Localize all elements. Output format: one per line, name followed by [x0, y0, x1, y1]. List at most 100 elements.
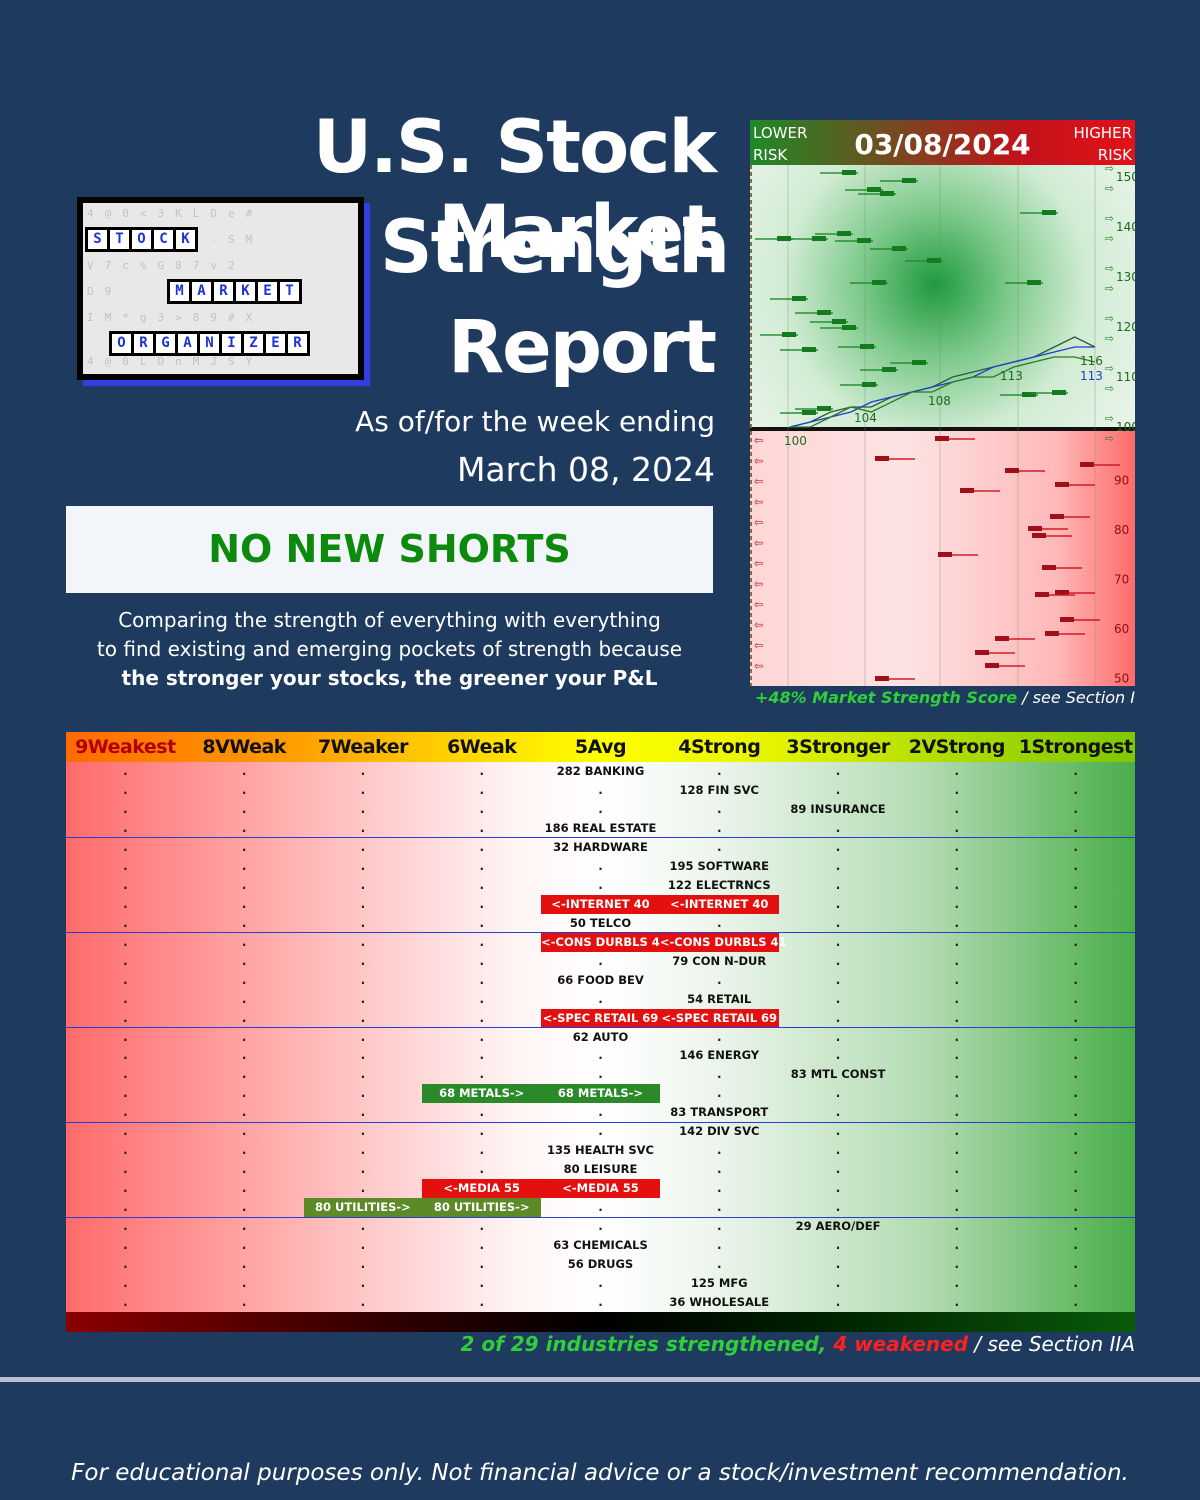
right-arrow-icon: ⇨ [1105, 212, 1114, 225]
stock-marker [985, 663, 999, 668]
stock-marker-trail [1005, 470, 1045, 472]
empty-cell-dot: . [835, 972, 841, 987]
empty-cell-dot: . [241, 1067, 247, 1082]
chart-value-label: 100 [784, 434, 807, 448]
empty-cell-dot: . [598, 1067, 603, 1082]
empty-cell-dot: . [716, 1219, 722, 1234]
strength-level-header-cell: 1Strongest [1018, 736, 1133, 758]
empty-cell-dot: . [479, 820, 484, 835]
logo-letter: G [156, 334, 175, 353]
logo-ghost-row: V7c%G87v2 [87, 259, 246, 272]
empty-cell-dot: . [598, 877, 603, 892]
logo-letter: E [266, 334, 285, 353]
industry-label: 66 FOOD BEV [557, 972, 644, 987]
empty-cell-dot: . [716, 1029, 722, 1044]
industry-row: ....... <-MEDIA 55 <-MEDIA 55 [66, 1179, 1135, 1199]
right-arrow-icon: ⇨ [1105, 332, 1114, 345]
index-line [790, 356, 1096, 428]
industry-label: 186 REAL ESTATE [544, 820, 657, 835]
empty-cell-dot: . [241, 1162, 247, 1177]
empty-cell-dot: . [716, 1238, 722, 1253]
empty-cell-dot: . [954, 1067, 960, 1082]
empty-cell-dot: . [1073, 782, 1078, 797]
empty-cell-dot: . [123, 839, 128, 854]
empty-cell-dot: . [479, 782, 484, 797]
empty-cell-dot: . [479, 1105, 484, 1120]
lower-risk-label: LOWER RISK [753, 122, 807, 166]
logo-letter: O [112, 334, 131, 353]
left-arrow-icon: ⇦ [754, 557, 763, 570]
empty-cell-dot: . [479, 1238, 484, 1253]
empty-cell-dot: . [835, 896, 841, 911]
stock-marker [960, 488, 974, 493]
empty-cell-dot: . [954, 839, 960, 854]
stock-marker-trail [1045, 633, 1085, 635]
industries-weakened: 4 weakened [826, 1332, 969, 1356]
stock-marker-trail [875, 678, 915, 680]
stock-marker-trail [1060, 619, 1100, 621]
industry-label: 36 WHOLESALE [669, 1295, 770, 1310]
stock-marker-trail [845, 189, 883, 191]
stock-marker-trail [820, 172, 858, 174]
empty-cell-dot: . [479, 858, 484, 873]
logo-letter: O [132, 230, 151, 249]
empty-cell-dot: . [835, 1143, 841, 1158]
upper-y-tick: 150 [1116, 170, 1135, 184]
empty-cell-dot: . [835, 1181, 841, 1196]
empty-cell-dot: . [1073, 972, 1078, 987]
empty-cell-dot: . [123, 782, 128, 797]
stock-marker [1042, 210, 1056, 215]
higher-risk-label: HIGHER RISK [1073, 122, 1132, 166]
logo-letter: Z [244, 334, 263, 353]
stock-marker [792, 296, 806, 301]
lower-y-tick: 50 [1114, 672, 1129, 686]
empty-cell-dot: . [835, 1124, 841, 1139]
stock-marker-trail [1050, 516, 1090, 518]
industry-row: ....... 80 UTILITIES-> 80 UTILITIES-> [66, 1198, 1135, 1218]
stock-marker [1050, 514, 1064, 519]
empty-cell-dot: . [1073, 1162, 1078, 1177]
logo-letter: K [176, 230, 195, 249]
stock-marker-trail [815, 233, 853, 235]
industry-label: 83 MTL CONST [790, 1067, 886, 1082]
description-line2: to find existing and emerging pockets of… [96, 637, 683, 661]
industry-label: 80 UTILITIES-> [422, 1198, 542, 1218]
empty-cell-dot: . [1073, 1200, 1078, 1215]
industry-label: 54 RETAIL [687, 991, 752, 1006]
empty-cell-dot: . [241, 1276, 247, 1291]
empty-cell-dot: . [479, 1162, 484, 1177]
lower-y-tick: 90 [1114, 474, 1129, 488]
industry-row: ........ 83 TRANSPORT [66, 1103, 1135, 1122]
stock-marker-trail [858, 193, 896, 195]
stock-marker [817, 406, 831, 411]
industry-row: ........ 62 AUTO [66, 1028, 1135, 1047]
stock-marker [1052, 390, 1066, 395]
empty-cell-dot: . [479, 896, 484, 911]
empty-cell-dot: . [1073, 839, 1078, 854]
industry-row: ....... <-INTERNET 40 <-INTERNET 40 [66, 894, 1135, 914]
empty-cell-dot: . [123, 1029, 128, 1044]
stock-marker-trail [780, 412, 818, 414]
logo-ghost-row: D9 [87, 285, 123, 298]
empty-cell-dot: . [479, 1124, 484, 1139]
stock-marker-trail [935, 438, 975, 440]
empty-cell-dot: . [954, 764, 960, 778]
strength-level-header-cell: 4Strong [678, 736, 761, 758]
industry-row: ........ 29 AERO/DEF [66, 1217, 1135, 1236]
stock-marker-trail [838, 346, 876, 348]
empty-cell-dot: . [479, 972, 484, 987]
empty-cell-dot: . [123, 1086, 128, 1101]
logo-letter: T [110, 230, 129, 249]
stock-marker-trail [820, 327, 858, 329]
empty-cell-dot: . [954, 934, 960, 949]
industry-row: ........ 80 LEISURE [66, 1160, 1135, 1179]
empty-cell-dot: . [479, 1219, 484, 1234]
empty-cell-dot: . [954, 1181, 960, 1196]
industry-label: 68 METALS-> [422, 1084, 542, 1104]
stock-marker-trail [790, 238, 828, 240]
empty-cell-dot: . [241, 1219, 247, 1234]
empty-cell-dot: . [954, 820, 960, 835]
industry-label: <-INTERNET 40 [659, 894, 779, 914]
empty-cell-dot: . [241, 934, 247, 949]
empty-cell-dot: . [1073, 1257, 1078, 1272]
